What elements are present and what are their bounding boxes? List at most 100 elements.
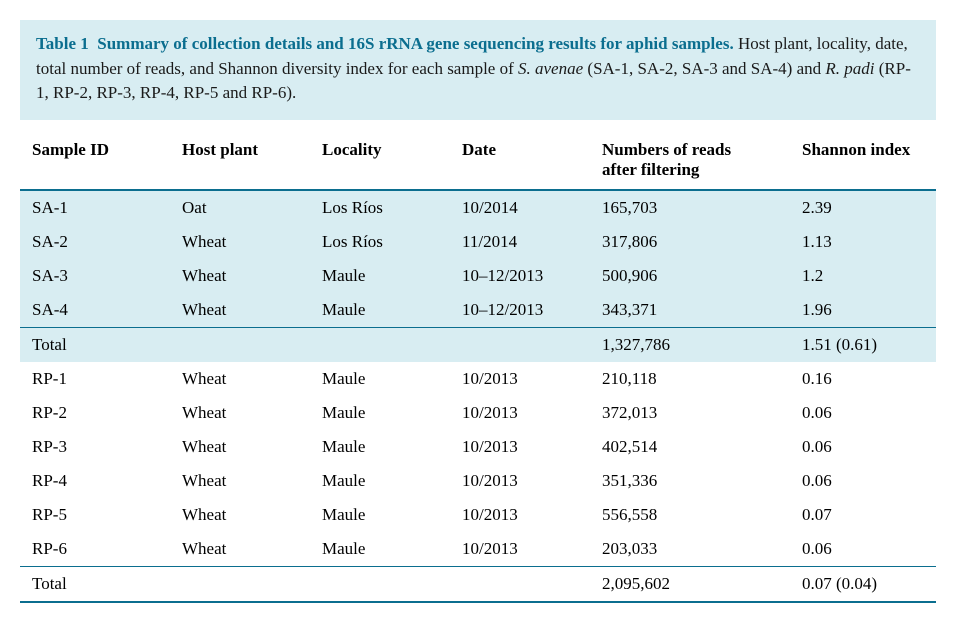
table-title: Summary of collection details and 16S rR… bbox=[97, 34, 733, 53]
table-cell: 1.96 bbox=[790, 293, 936, 328]
table-cell: 11/2014 bbox=[450, 225, 590, 259]
table-cell: Wheat bbox=[170, 396, 310, 430]
table-figure: Table 1 Summary of collection details an… bbox=[20, 20, 936, 603]
table-row: Total 1,327,7861.51 (0.61) bbox=[20, 327, 936, 362]
table-cell: 0.06 bbox=[790, 464, 936, 498]
table-cell: 203,033 bbox=[590, 532, 790, 567]
table-cell: 10–12/2013 bbox=[450, 293, 590, 328]
table-cell: RP-1 bbox=[20, 362, 170, 396]
table-cell: 10/2014 bbox=[450, 190, 590, 225]
table-cell: Maule bbox=[310, 293, 450, 328]
table-cell: 0.06 bbox=[790, 396, 936, 430]
table-cell: 317,806 bbox=[590, 225, 790, 259]
table-cell bbox=[450, 327, 590, 362]
col-host-plant: Host plant bbox=[170, 130, 310, 190]
table-cell: SA-1 bbox=[20, 190, 170, 225]
table-cell: RP-6 bbox=[20, 532, 170, 567]
table-body: SA-1OatLos Ríos10/2014165,7032.39SA-2Whe… bbox=[20, 190, 936, 602]
table-cell: Total bbox=[20, 566, 170, 602]
table-cell: Wheat bbox=[170, 259, 310, 293]
table-cell: 210,118 bbox=[590, 362, 790, 396]
table-row: SA-2WheatLos Ríos11/2014317,8061.13 bbox=[20, 225, 936, 259]
table-cell: 2,095,602 bbox=[590, 566, 790, 602]
table-cell: Wheat bbox=[170, 362, 310, 396]
table-cell: 10/2013 bbox=[450, 464, 590, 498]
table-row: RP-1WheatMaule10/2013210,1180.16 bbox=[20, 362, 936, 396]
table-cell: 1.2 bbox=[790, 259, 936, 293]
table-cell: 0.07 bbox=[790, 498, 936, 532]
table-cell: 1.13 bbox=[790, 225, 936, 259]
table-header: Sample ID Host plant Locality Date Numbe… bbox=[20, 130, 936, 190]
table-row: Total 2,095,6020.07 (0.04) bbox=[20, 566, 936, 602]
table-cell: 1,327,786 bbox=[590, 327, 790, 362]
table-cell: Wheat bbox=[170, 225, 310, 259]
table-cell: Wheat bbox=[170, 498, 310, 532]
table-cell: 351,336 bbox=[590, 464, 790, 498]
data-table: Sample ID Host plant Locality Date Numbe… bbox=[20, 130, 936, 603]
species-1: S. avenae bbox=[518, 59, 583, 78]
table-cell: Maule bbox=[310, 498, 450, 532]
table-cell bbox=[450, 566, 590, 602]
species-2: R. padi bbox=[825, 59, 874, 78]
table-cell: 10–12/2013 bbox=[450, 259, 590, 293]
table-cell: 1.51 (0.61) bbox=[790, 327, 936, 362]
table-cell: 372,013 bbox=[590, 396, 790, 430]
table-cell: RP-4 bbox=[20, 464, 170, 498]
table-cell: 402,514 bbox=[590, 430, 790, 464]
table-row: SA-3WheatMaule10–12/2013500,9061.2 bbox=[20, 259, 936, 293]
table-cell: Maule bbox=[310, 259, 450, 293]
table-cell: Wheat bbox=[170, 430, 310, 464]
table-cell: Los Ríos bbox=[310, 190, 450, 225]
table-cell bbox=[170, 327, 310, 362]
table-cell: SA-2 bbox=[20, 225, 170, 259]
table-cell: RP-5 bbox=[20, 498, 170, 532]
table-cell: 10/2013 bbox=[450, 498, 590, 532]
table-cell: Los Ríos bbox=[310, 225, 450, 259]
table-cell: Maule bbox=[310, 532, 450, 567]
table-cell: Maule bbox=[310, 430, 450, 464]
table-cell: Maule bbox=[310, 464, 450, 498]
table-cell: 343,371 bbox=[590, 293, 790, 328]
table-cell bbox=[310, 327, 450, 362]
table-cell: RP-2 bbox=[20, 396, 170, 430]
table-row: RP-4WheatMaule10/2013351,3360.06 bbox=[20, 464, 936, 498]
table-cell: SA-4 bbox=[20, 293, 170, 328]
table-cell: SA-3 bbox=[20, 259, 170, 293]
table-row: RP-6WheatMaule10/2013203,0330.06 bbox=[20, 532, 936, 567]
table-cell: 0.06 bbox=[790, 430, 936, 464]
table-cell: 0.16 bbox=[790, 362, 936, 396]
table-cell: Wheat bbox=[170, 532, 310, 567]
table-row: RP-3WheatMaule10/2013402,5140.06 bbox=[20, 430, 936, 464]
table-cell: Wheat bbox=[170, 464, 310, 498]
table-cell: 10/2013 bbox=[450, 396, 590, 430]
table-cell: Maule bbox=[310, 396, 450, 430]
table-cell: 10/2013 bbox=[450, 430, 590, 464]
table-cell: RP-3 bbox=[20, 430, 170, 464]
table-cell bbox=[310, 566, 450, 602]
table-cell bbox=[170, 566, 310, 602]
table-cell: 10/2013 bbox=[450, 362, 590, 396]
table-cell: Total bbox=[20, 327, 170, 362]
table-cell: 165,703 bbox=[590, 190, 790, 225]
col-reads: Numbers of readsafter filtering bbox=[590, 130, 790, 190]
table-caption: Table 1 Summary of collection details an… bbox=[20, 20, 936, 120]
caption-body-mid: (SA-1, SA-2, SA-3 and SA-4) and bbox=[583, 59, 825, 78]
table-row: SA-4WheatMaule10–12/2013343,3711.96 bbox=[20, 293, 936, 328]
table-cell: 500,906 bbox=[590, 259, 790, 293]
col-sample-id: Sample ID bbox=[20, 130, 170, 190]
table-row: SA-1OatLos Ríos10/2014165,7032.39 bbox=[20, 190, 936, 225]
table-cell: 556,558 bbox=[590, 498, 790, 532]
col-shannon: Shannon index bbox=[790, 130, 936, 190]
table-cell: Wheat bbox=[170, 293, 310, 328]
table-cell: 10/2013 bbox=[450, 532, 590, 567]
table-cell: 2.39 bbox=[790, 190, 936, 225]
table-row: RP-2WheatMaule10/2013372,0130.06 bbox=[20, 396, 936, 430]
table-cell: 0.06 bbox=[790, 532, 936, 567]
table-cell: Oat bbox=[170, 190, 310, 225]
table-cell: Maule bbox=[310, 362, 450, 396]
col-locality: Locality bbox=[310, 130, 450, 190]
col-date: Date bbox=[450, 130, 590, 190]
table-cell: 0.07 (0.04) bbox=[790, 566, 936, 602]
table-row: RP-5WheatMaule10/2013556,5580.07 bbox=[20, 498, 936, 532]
table-label: Table 1 bbox=[36, 34, 89, 53]
